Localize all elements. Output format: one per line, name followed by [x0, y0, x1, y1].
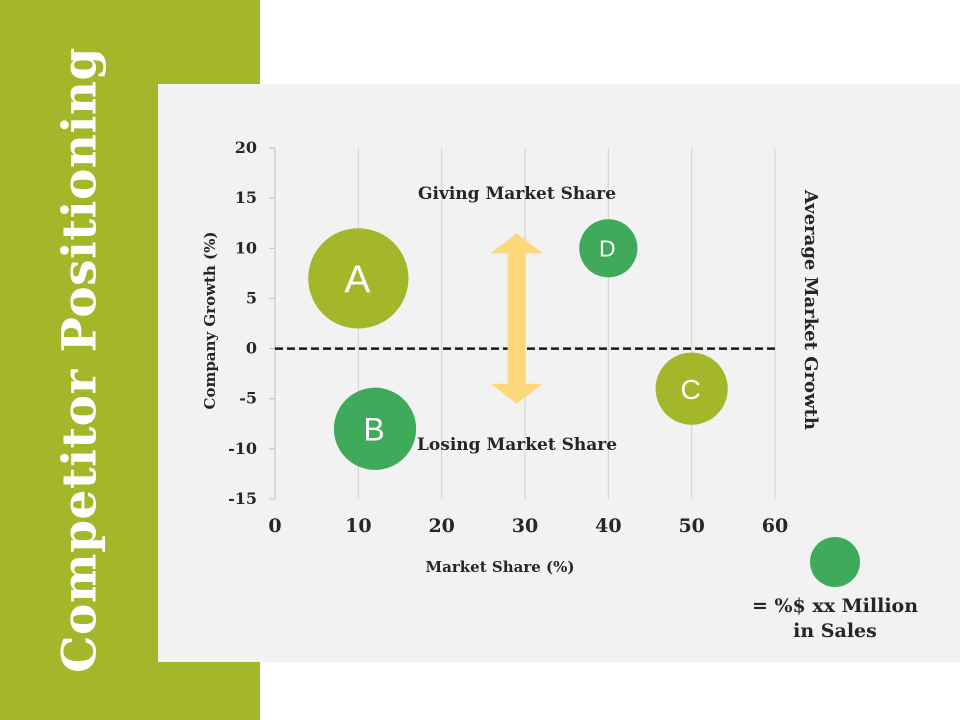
x-tick-label: 30 — [512, 515, 538, 537]
double-arrow — [490, 233, 543, 404]
y-tick-label: 10 — [235, 238, 257, 257]
up-down-arrow — [490, 233, 543, 404]
legend-line-1: = %$ xx Million — [752, 595, 918, 617]
x-tick-label: 10 — [345, 515, 371, 537]
giving-market-share-label: Giving Market Share — [418, 184, 616, 204]
bubble-c — [655, 352, 728, 425]
y-tick-label: 5 — [246, 288, 257, 307]
y-tick-label: -15 — [228, 489, 257, 508]
y-tick-label: -10 — [228, 439, 257, 458]
x-tick-label: 60 — [762, 515, 788, 537]
bubble-b — [333, 387, 417, 470]
reference-line-label: Average Market Growth — [800, 189, 821, 430]
chart-text: Giving Market Share Losing Market Share — [417, 184, 617, 455]
legend-bubble — [810, 537, 860, 587]
y-tick-label: 15 — [235, 188, 257, 207]
bubble-label-c: C — [681, 374, 701, 405]
x-axis-title: Market Share (%) — [426, 558, 575, 576]
y-tick-label: 0 — [246, 339, 257, 358]
bubble-label-d: D — [599, 236, 616, 262]
y-tick-label: -5 — [239, 389, 257, 408]
x-tick-label: 50 — [678, 515, 704, 537]
x-tick-label: 20 — [428, 515, 454, 537]
reference-line: Average Market Growth — [275, 189, 821, 430]
y-axis-title: Company Growth (%) — [201, 231, 219, 409]
x-tick-label: 0 — [268, 515, 281, 537]
bubbles: A B C D — [308, 219, 728, 470]
bubble-a — [308, 228, 409, 329]
x-tick-label: 40 — [595, 515, 621, 537]
y-tick-label: 20 — [235, 138, 257, 157]
bubble-label-a: A — [344, 258, 370, 301]
legend: = %$ xx Million in Sales — [752, 537, 918, 642]
bubble-label-b: B — [363, 411, 384, 447]
legend-line-2: in Sales — [793, 620, 877, 642]
losing-market-share-label: Losing Market Share — [417, 435, 617, 455]
bubble-d — [579, 219, 638, 278]
